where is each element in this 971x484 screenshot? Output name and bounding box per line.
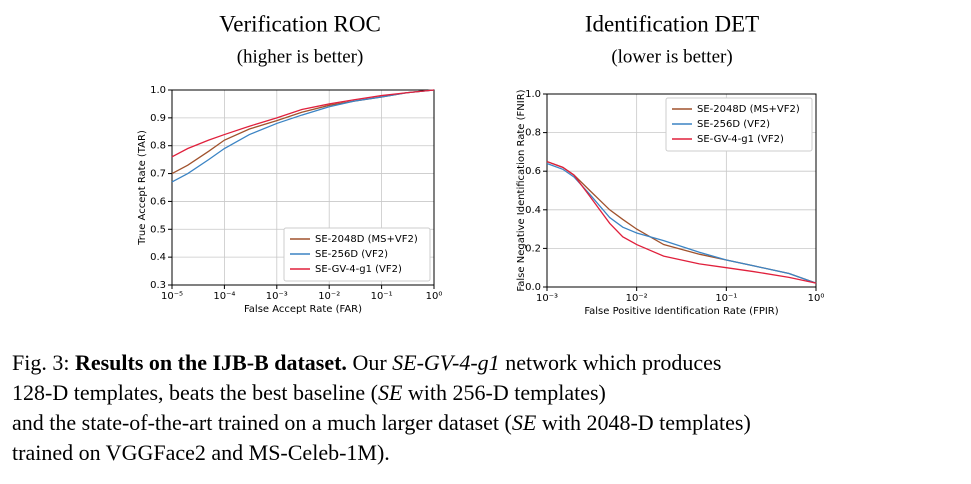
y-tick-label: 0.6 xyxy=(150,196,166,207)
plot-frame xyxy=(546,93,817,288)
chart-subtitle: (higher is better) xyxy=(237,46,364,67)
series-line xyxy=(546,160,817,284)
caption-text: and the state-of-the-art trained on a mu… xyxy=(12,410,512,435)
figure: Verification ROC (higher is better) 10⁻⁵ 10… xyxy=(137,11,825,317)
y-tick-label: 0.9 xyxy=(150,113,166,124)
x-axis-label: False Accept Rate (FAR) xyxy=(244,304,362,315)
caption-text: SE-GV-4-g1 xyxy=(392,350,500,375)
x-tick-label: 10⁻¹ xyxy=(371,291,393,302)
caption-text: trained on VGGFace2 and MS-Celeb-1M). xyxy=(12,440,390,465)
chart-title: Verification ROC xyxy=(219,11,381,36)
y-tick-label: 0.8 xyxy=(525,128,541,139)
x-axis-label: False Positive Identification Rate (FPIR… xyxy=(584,306,778,317)
y-tick-label: 0.3 xyxy=(150,280,166,291)
legend-label: SE-256D (VF2) xyxy=(315,249,388,260)
caption-heading: Results on the IJB-B dataset. xyxy=(74,350,347,375)
y-tick-label: 0.8 xyxy=(150,141,166,152)
y-tick-label: 1.0 xyxy=(525,89,541,100)
y-tick-label: 0.0 xyxy=(525,282,541,293)
caption: Fig. 3: Results on the IJB-B dataset. Ou… xyxy=(12,348,962,468)
legend-label: SE-GV-4-g1 (VF2) xyxy=(315,264,402,275)
x-tick-label: 10⁻³ xyxy=(266,291,288,302)
caption-text: with 256-D templates) xyxy=(402,380,606,405)
series-line xyxy=(171,89,435,158)
legend-box xyxy=(665,97,813,152)
y-tick-label: 0.7 xyxy=(150,169,166,180)
y-tick-label: 1.0 xyxy=(150,85,166,96)
caption-text: SE xyxy=(511,410,537,435)
series-line xyxy=(546,162,817,284)
caption-text: network which produces xyxy=(499,350,722,375)
legend-label: SE-2048D (MS+VF2) xyxy=(315,234,418,245)
series-line xyxy=(171,89,435,183)
legend-label: SE-GV-4-g1 (VF2) xyxy=(697,134,784,145)
legend-box xyxy=(283,227,431,282)
caption-text: with 2048-D templates) xyxy=(536,410,751,435)
x-tick-label: 10⁻¹ xyxy=(715,293,737,304)
series-line xyxy=(171,89,435,175)
x-tick-label: 10⁰ xyxy=(426,291,443,302)
x-tick-label: 10⁻³ xyxy=(536,293,558,304)
y-tick-label: 0.4 xyxy=(150,252,166,263)
legend-label: SE-2048D (MS+VF2) xyxy=(697,104,800,115)
x-tick-label: 10⁻² xyxy=(626,293,648,304)
x-tick-label: 10⁻⁵ xyxy=(161,291,183,302)
y-tick-label: 0.4 xyxy=(525,205,541,216)
chart-subtitle: (lower is better) xyxy=(611,46,732,67)
series-line xyxy=(546,160,817,284)
caption-text: Our xyxy=(352,350,393,375)
legend-label: SE-256D (VF2) xyxy=(697,119,770,130)
x-tick-label: 10⁰ xyxy=(808,293,825,304)
plot-frame xyxy=(171,89,435,286)
y-axis-label: False Negative Identification Rate (FNIR… xyxy=(516,89,527,291)
x-tick-label: 10⁻⁴ xyxy=(213,291,235,302)
caption-label: Fig. 3: xyxy=(12,350,70,375)
chart-title: Identification DET xyxy=(585,11,759,36)
y-tick-label: 0.2 xyxy=(525,243,541,254)
caption-text: 128-D templates, beats the best baseline… xyxy=(12,380,378,405)
y-tick-label: 0.6 xyxy=(525,166,541,177)
caption-text: SE xyxy=(377,380,403,405)
x-tick-label: 10⁻² xyxy=(318,291,340,302)
y-tick-label: 0.5 xyxy=(150,224,166,235)
y-axis-label: True Accept Rate (TAR) xyxy=(137,130,148,246)
